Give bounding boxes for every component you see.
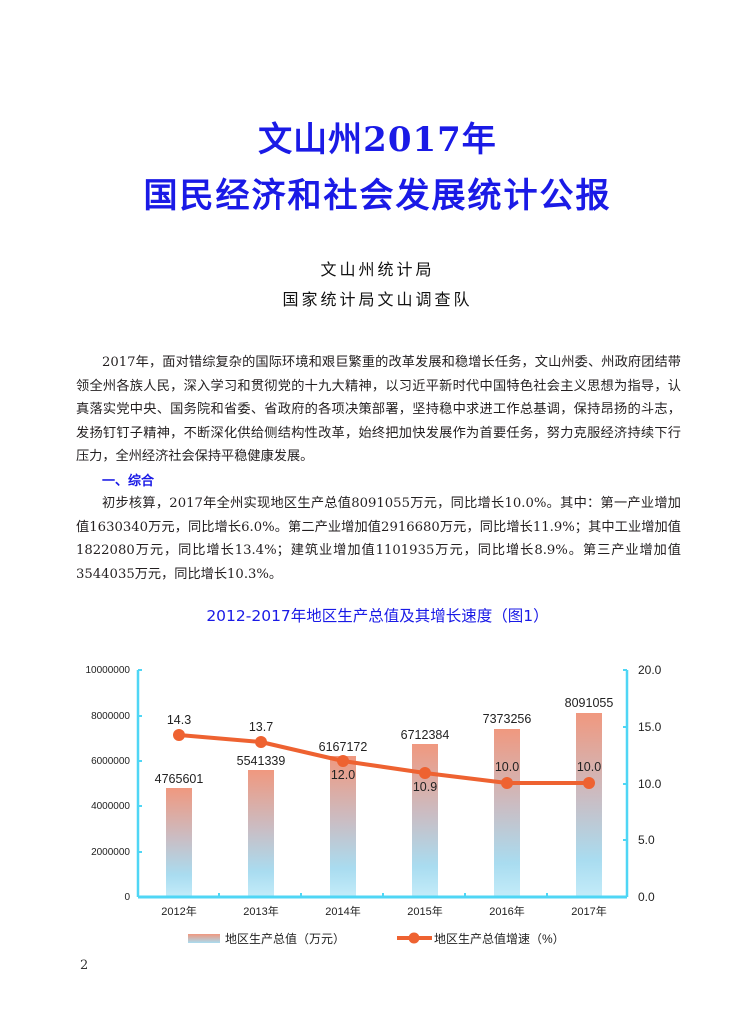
left-tick-label: 2000000 [91,847,130,858]
bar-label: 8091055 [565,696,614,710]
left-tick-label: 4000000 [91,801,130,812]
report-title-line1: 文山州2017年 [258,120,497,160]
legend-line-label: 地区生产总值增速（%） [434,931,565,946]
x-tick-label: 2016年 [489,904,524,918]
bar-label: 5541339 [237,754,286,768]
chart-legend: 地区生产总值（万元） 地区生产总值增速（%） [188,931,565,946]
right-tick-label: 0.0 [638,890,655,904]
bar-label: 7373256 [483,712,532,726]
bar-2013 [248,770,274,897]
gdp-chart: 10000000 8000000 6000000 4000000 2000000… [86,663,662,946]
line-point [583,777,595,789]
right-tick-label: 5.0 [638,833,655,847]
line-label: 10.9 [413,780,437,794]
right-tick-label: 15.0 [638,720,662,734]
section-heading: 一、综合 [102,474,155,489]
right-axis: 20.0 15.0 10.0 5.0 0.0 [623,663,662,904]
line-label: 14.3 [167,713,191,727]
bar-2015 [412,744,438,897]
right-tick-label: 20.0 [638,663,662,677]
line-point [501,777,513,789]
x-tick-label: 2014年 [325,904,360,918]
line-label: 12.0 [331,768,355,782]
x-tick-label: 2017年 [571,904,606,918]
left-tick-label: 8000000 [91,711,130,722]
left-tick-label: 6000000 [91,756,130,767]
intro-paragraph: 2017年，面对错综复杂的国际环境和艰巨繁重的改革发展和稳增长任务，文山州委、州… [76,355,681,465]
author-survey-team: 国家统计局文山调查队 [282,290,473,309]
growth-line: 14.3 13.7 12.0 10.9 10.0 10.0 [167,713,601,794]
report-title-line2: 国民经济和社会发展统计公报 [143,176,612,216]
line-point [255,736,267,748]
bar-2012 [166,788,192,897]
line-point [173,729,185,741]
author-bureau: 文山州统计局 [320,260,435,279]
legend-bar-swatch [188,934,220,943]
left-axis: 10000000 8000000 6000000 4000000 2000000… [86,665,142,903]
right-tick-label: 10.0 [638,777,662,791]
x-axis: 2012年 2013年 2014年 2015年 2016年 2017年 [138,893,627,918]
x-tick-label: 2013年 [243,904,278,918]
left-tick-label: 0 [124,892,130,903]
bar-2016 [494,729,520,897]
bar-label: 6167172 [319,740,368,754]
bar-value-labels: 4765601 5541339 6167172 6712384 7373256 … [155,696,614,786]
chart-title: 2012-2017年地区生产总值及其增长速度（图1） [206,607,549,625]
summary-paragraph: 初步核算，2017年全州实现地区生产总值8091055万元，同比增长10.0%。… [76,496,681,582]
line-label: 10.0 [577,760,601,774]
line-point [419,767,431,779]
legend-bar-label: 地区生产总值（万元） [225,931,345,946]
left-tick-label: 10000000 [86,665,131,676]
bar-label: 4765601 [155,772,204,786]
x-tick-label: 2012年 [161,904,196,918]
x-tick-label: 2015年 [407,904,442,918]
bar-2014 [330,756,356,897]
line-point [337,755,349,767]
line-label: 10.0 [495,760,519,774]
gdp-bars [166,713,602,897]
line-label: 13.7 [249,720,273,734]
page-number: 2 [80,958,89,973]
legend-line-marker [408,932,420,944]
bar-2017 [576,713,602,897]
bar-label: 6712384 [401,728,450,742]
